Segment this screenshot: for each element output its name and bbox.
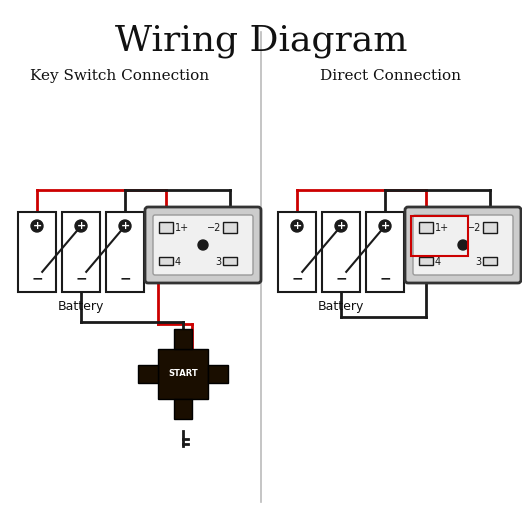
Bar [174,329,192,349]
Bar [278,212,316,292]
Text: 4: 4 [435,257,441,267]
Bar [483,257,497,265]
Circle shape [335,272,347,284]
Text: −: − [335,271,347,285]
Text: −2: −2 [207,223,221,233]
Circle shape [379,272,391,284]
Circle shape [198,240,208,250]
Text: 3: 3 [215,257,221,267]
Text: 3: 3 [475,257,481,267]
Circle shape [75,272,87,284]
Text: 4: 4 [175,257,181,267]
Circle shape [458,240,468,250]
Bar [138,365,158,383]
FancyBboxPatch shape [145,207,261,283]
Text: −: − [379,271,391,285]
Bar [158,349,208,399]
FancyBboxPatch shape [413,215,513,275]
Circle shape [119,272,131,284]
Text: +: + [336,221,346,231]
Circle shape [75,220,87,232]
Bar [419,222,433,233]
Text: +: + [381,221,389,231]
Bar [18,212,56,292]
Circle shape [291,272,303,284]
Bar [366,212,404,292]
Text: Key Switch Connection: Key Switch Connection [30,69,209,83]
FancyBboxPatch shape [405,207,521,283]
Circle shape [119,220,131,232]
Circle shape [335,220,347,232]
Bar [223,257,237,265]
Text: +: + [121,221,129,231]
Text: START: START [168,370,198,378]
Text: −: − [291,271,303,285]
Text: −: − [119,271,131,285]
Text: 1+: 1+ [175,223,189,233]
Bar [106,212,144,292]
Circle shape [379,220,391,232]
Text: 1+: 1+ [435,223,449,233]
Text: +: + [76,221,86,231]
Text: −: − [75,271,87,285]
Circle shape [31,220,43,232]
Bar [223,222,237,233]
Bar [419,257,433,265]
FancyBboxPatch shape [153,215,253,275]
Text: −: − [31,271,43,285]
Text: −2: −2 [467,223,481,233]
Text: Direct Connection: Direct Connection [319,69,460,83]
Bar [208,365,228,383]
Bar [159,257,173,265]
Bar [483,222,497,233]
Text: Wiring Diagram: Wiring Diagram [115,24,407,58]
Bar [411,216,468,256]
Bar [174,399,192,419]
Text: +: + [292,221,302,231]
Circle shape [291,220,303,232]
Bar [322,212,360,292]
Circle shape [31,272,43,284]
Text: Battery: Battery [318,300,364,313]
Text: Battery: Battery [58,300,104,313]
Bar [159,222,173,233]
Text: +: + [32,221,42,231]
Bar [62,212,100,292]
